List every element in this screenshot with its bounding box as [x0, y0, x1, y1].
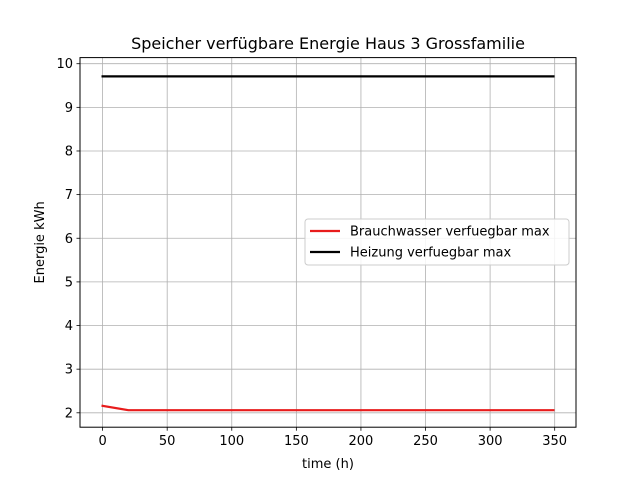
y-tick-label: 10 [56, 57, 73, 72]
y-tick-label: 4 [65, 319, 73, 334]
y-tick-label: 9 [65, 101, 73, 116]
y-axis-title: Energie kWh [33, 201, 48, 283]
y-tick-label: 2 [65, 406, 73, 421]
x-tick-label: 0 [98, 434, 106, 449]
legend-box [304, 218, 570, 266]
series-lines [101, 75, 555, 412]
legend: Brauchwasser verfuegbar max Heizung verfu… [304, 218, 570, 266]
y-tick-label: 8 [65, 144, 73, 159]
grid [80, 57, 576, 428]
x-tick-label: 150 [284, 434, 309, 449]
legend-label-2: Heizung verfuegbar max [350, 246, 511, 261]
y-tick-label: 3 [65, 363, 73, 378]
axis-ticks: 0 50 100 150 200 250 300 350 2 3 4 5 6 7 8 9 10 [56, 57, 567, 449]
legend-label-1: Brauchwasser verfuegbar max [350, 225, 550, 240]
chart-title: Speicher verfügbare Energie Haus 3 Gross… [131, 34, 525, 53]
y-tick-label: 7 [65, 188, 73, 203]
x-tick-label: 100 [219, 434, 244, 449]
x-tick-label: 200 [349, 434, 374, 449]
y-tick-label: 6 [65, 232, 73, 247]
x-tick-label: 350 [542, 434, 567, 449]
x-tick-label: 250 [413, 434, 438, 449]
x-axis-title: time (h) [302, 457, 354, 472]
plot-frame [79, 57, 577, 428]
x-tick-label: 50 [159, 434, 176, 449]
y-tick-label: 5 [65, 275, 73, 290]
series-line-1 [101, 404, 555, 412]
x-tick-label: 300 [478, 434, 503, 449]
